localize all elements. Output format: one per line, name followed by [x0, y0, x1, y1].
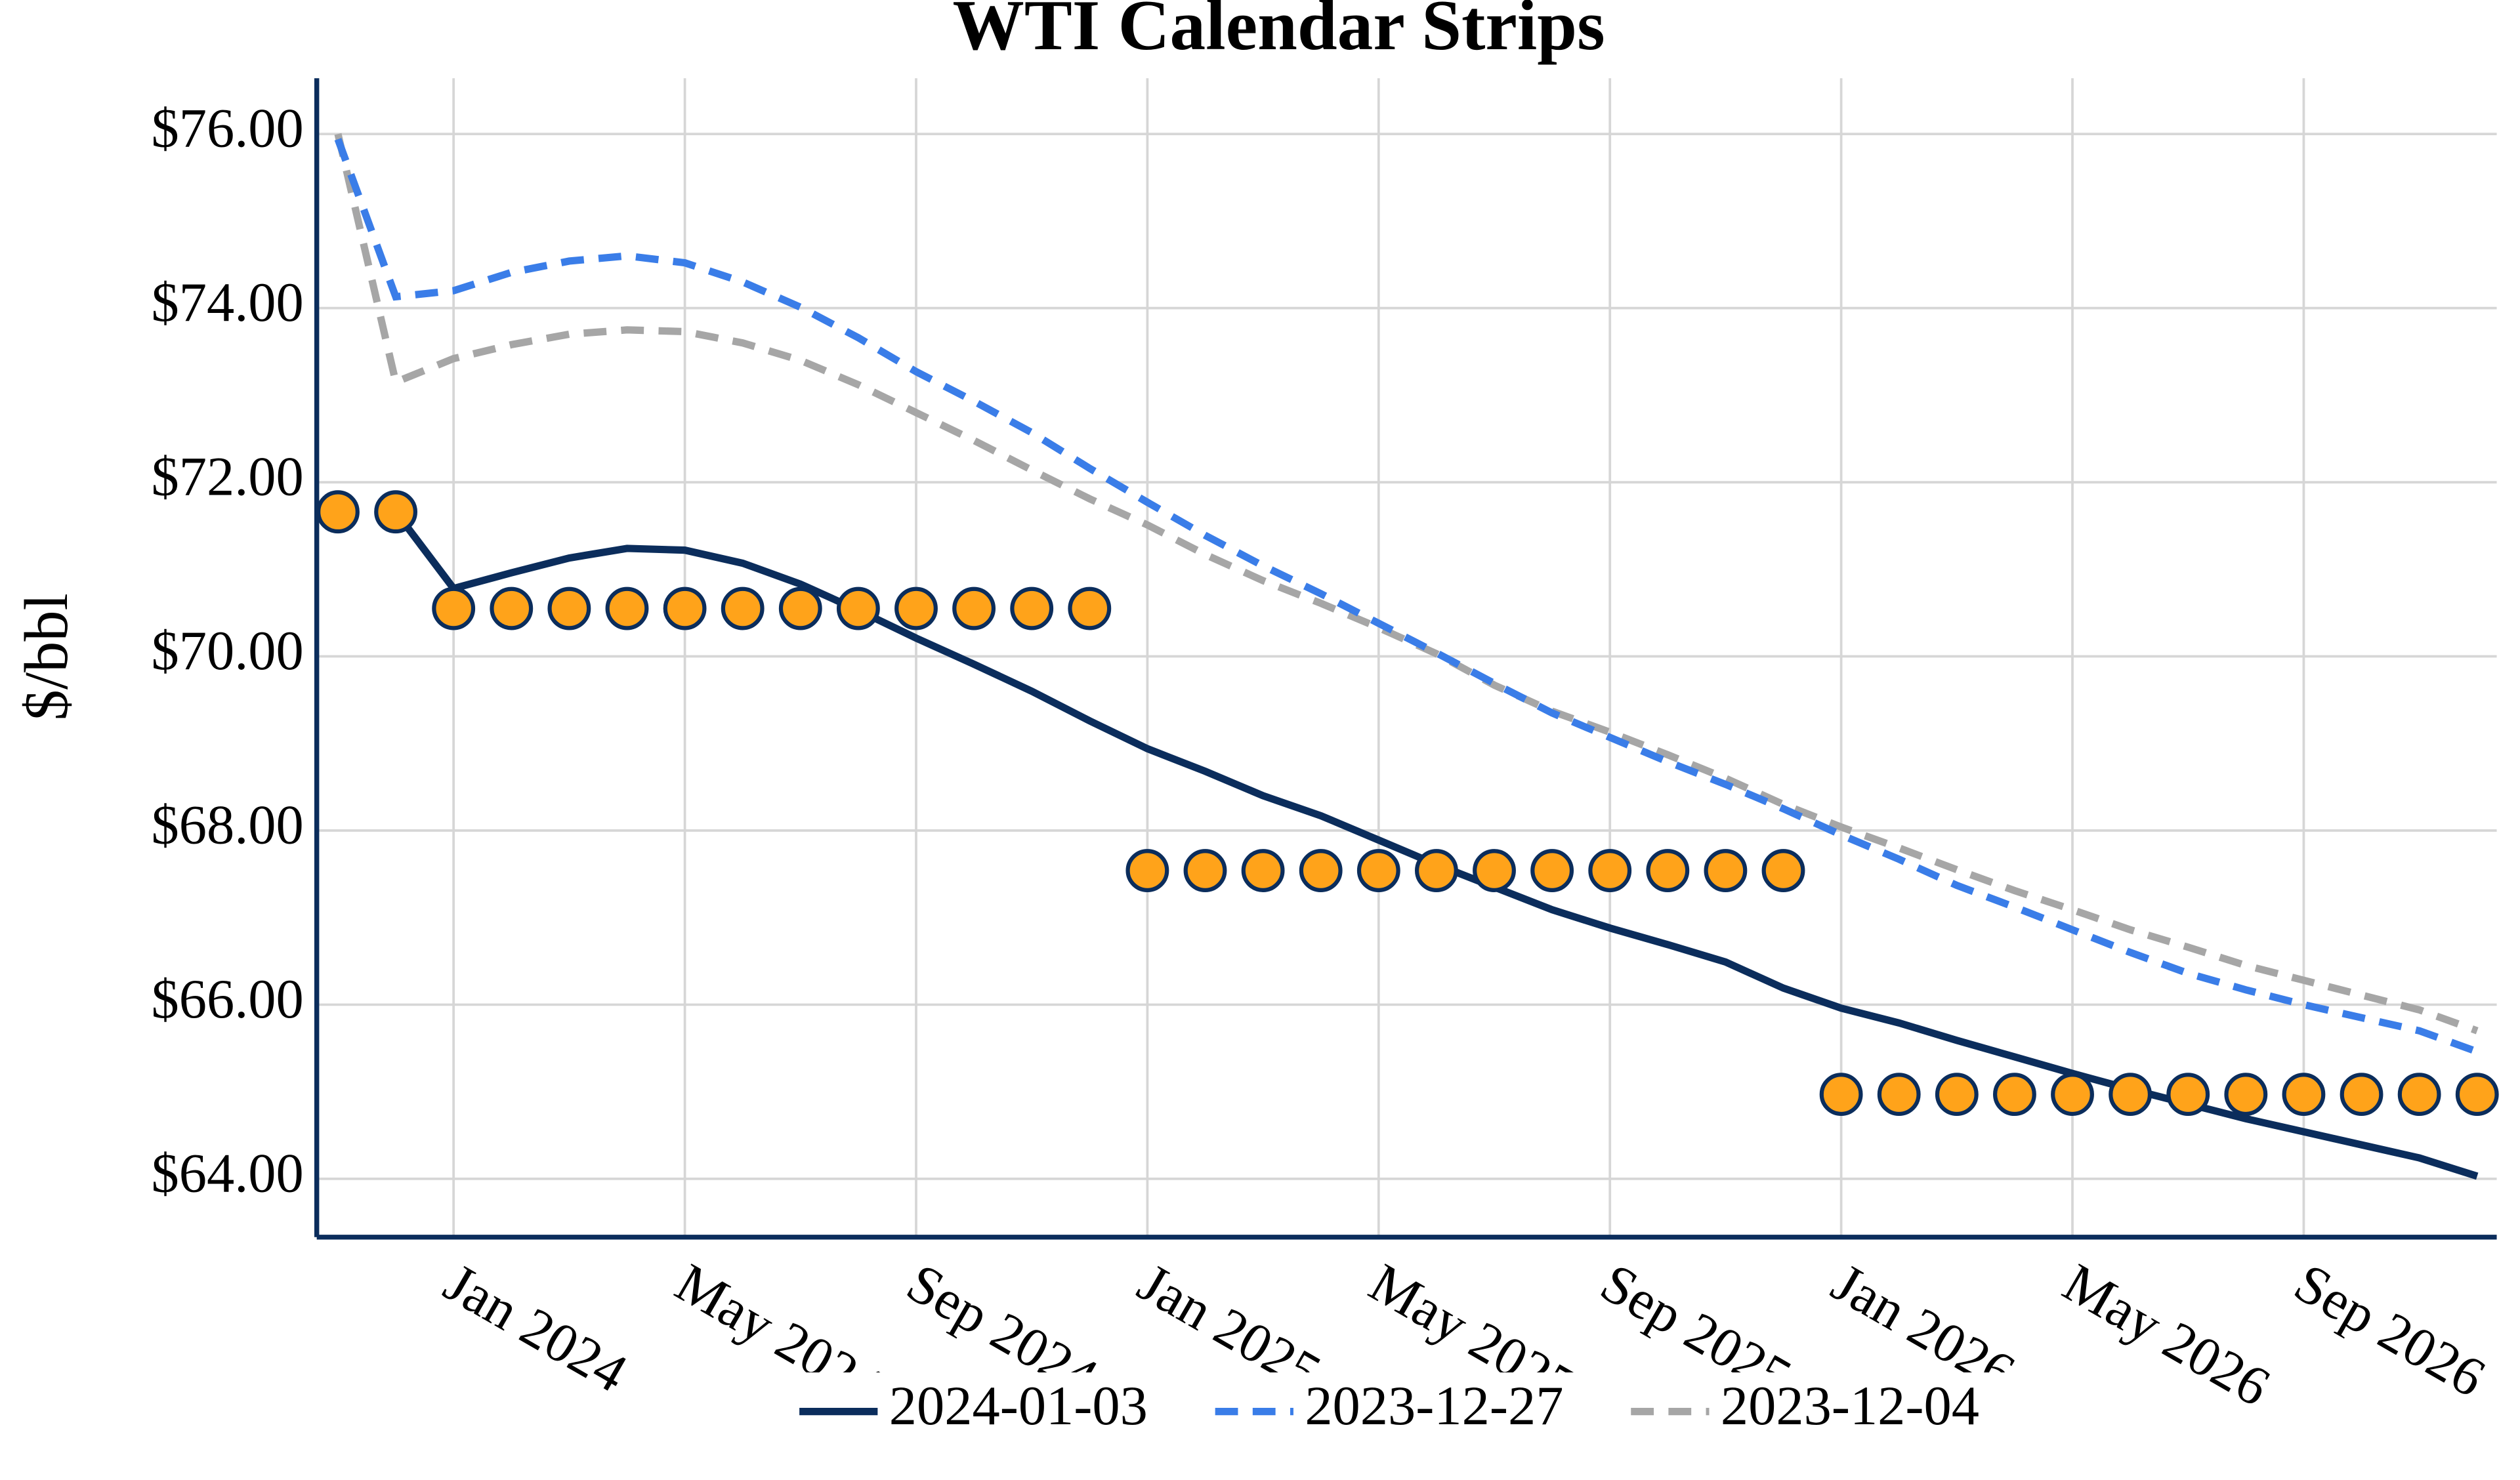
strip-marker	[1530, 849, 1574, 892]
strip-marker	[2455, 1073, 2499, 1117]
strip-marker	[1414, 849, 1458, 892]
strip-marker	[1704, 849, 1748, 892]
series-line	[334, 138, 2479, 1056]
y-tick-label: $70.00	[151, 621, 303, 682]
x-tick-label: May 2026	[2053, 1252, 2280, 1418]
strip-marker	[1241, 849, 1285, 892]
strip-marker	[1125, 849, 1169, 892]
y-tick-label: $64.00	[151, 1143, 303, 1204]
strip-marker	[1819, 1073, 1863, 1117]
strip-marker	[432, 586, 476, 630]
y-tick-label: $76.00	[151, 98, 303, 159]
strip-marker	[778, 586, 822, 630]
strip-marker	[1299, 849, 1343, 892]
strip-marker	[316, 490, 360, 534]
y-tick-label: $72.00	[151, 446, 303, 507]
y-tick-label: $68.00	[151, 794, 303, 855]
strip-marker	[2282, 1073, 2326, 1117]
x-tick-label: Jan 2024	[434, 1252, 637, 1405]
strip-marker	[1183, 849, 1227, 892]
strip-marker	[1935, 1073, 1979, 1117]
y-axis-label: $/bbl	[12, 593, 81, 720]
strip-marker	[1473, 849, 1516, 892]
strip-marker	[894, 586, 938, 630]
series-line	[334, 133, 2479, 1035]
y-tick-label: $66.00	[151, 969, 303, 1030]
strip-marker	[2166, 1073, 2210, 1117]
strip-marker	[2224, 1073, 2268, 1117]
strip-marker	[952, 586, 996, 630]
strip-marker	[1356, 849, 1400, 892]
strip-marker	[836, 586, 880, 630]
strip-marker	[1761, 849, 1805, 892]
strip-marker	[2051, 1073, 2094, 1117]
strip-marker	[374, 490, 417, 534]
strip-marker	[1646, 849, 1690, 892]
strip-marker	[1993, 1073, 2036, 1117]
strip-marker	[1588, 849, 1632, 892]
strip-marker	[2109, 1073, 2152, 1117]
strip-marker	[605, 586, 649, 630]
strip-marker	[721, 586, 765, 630]
strip-marker	[1010, 586, 1054, 630]
legend-label: 2023-12-27	[1305, 1376, 1563, 1437]
chart-title: WTI Calendar Strips	[953, 0, 1605, 65]
strip-marker	[1877, 1073, 1921, 1117]
legend-box	[783, 1372, 2047, 1451]
strip-marker	[1068, 586, 1112, 630]
strip-marker	[663, 586, 707, 630]
series-line	[392, 509, 2479, 1180]
strip-marker	[490, 586, 534, 630]
strip-marker	[2397, 1073, 2441, 1117]
legend-label: 2024-01-03	[889, 1376, 1148, 1437]
strip-marker	[547, 586, 591, 630]
legend-label: 2023-12-04	[1721, 1376, 1979, 1437]
y-tick-label: $74.00	[151, 272, 303, 333]
x-tick-label: Sep 2026	[2284, 1252, 2495, 1409]
strip-marker	[2340, 1073, 2384, 1117]
